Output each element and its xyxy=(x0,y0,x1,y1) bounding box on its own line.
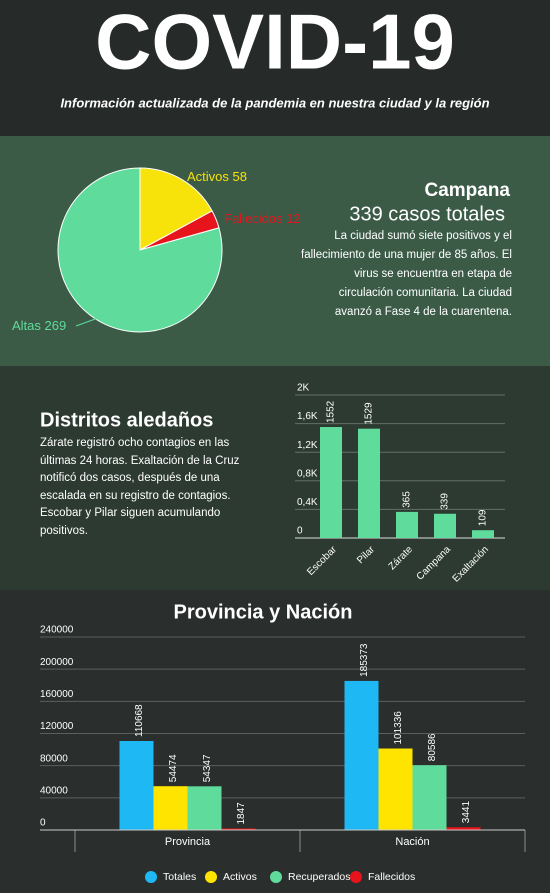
distritos-text: Zárate registró ocho contagios en las úl… xyxy=(40,437,240,537)
subtitle: Información actualizada de la pandemia e… xyxy=(60,95,489,110)
pie-label-value: 12 xyxy=(286,211,300,226)
y-tick-label: 80000 xyxy=(40,753,68,764)
legend-marker xyxy=(145,871,157,883)
pie-label-category: Fallecidos xyxy=(224,211,283,226)
y-tick-label: 1,2K xyxy=(297,440,318,451)
bar xyxy=(472,530,494,538)
bar xyxy=(396,511,418,538)
pie-label: Activos 58 xyxy=(187,169,247,184)
value-label: 54474 xyxy=(168,754,179,782)
y-tick-label: 0,8K xyxy=(297,468,318,479)
y-tick-label: 40000 xyxy=(40,785,68,796)
pie-label-category: Altas xyxy=(12,318,41,333)
bar xyxy=(320,427,342,538)
campana-text: La ciudad sumó siete positivos y el fall… xyxy=(301,230,512,318)
section-title: Campana xyxy=(424,180,510,201)
y-tick-label: 200000 xyxy=(40,657,74,668)
value-label: 1552 xyxy=(326,400,337,423)
legend-marker xyxy=(205,871,217,883)
bar xyxy=(446,827,481,830)
distritos-bg xyxy=(0,366,550,590)
value-label: 339 xyxy=(440,493,451,510)
value-label: 109 xyxy=(478,509,489,526)
value-label: 1529 xyxy=(364,402,375,425)
section-subtitle: 339 casos totales xyxy=(349,203,505,225)
value-label: 101336 xyxy=(393,711,404,745)
x-tick-label: Provincia xyxy=(165,836,211,848)
legend-label: Totales xyxy=(163,871,196,883)
legend-label: Recuperados xyxy=(288,871,350,883)
pie-label: Fallecidos 12 xyxy=(224,211,301,226)
value-label: 1847 xyxy=(236,802,247,825)
legend-label: Fallecidos xyxy=(368,871,415,883)
value-label: 54347 xyxy=(202,754,213,782)
pie-label-value: 58 xyxy=(233,169,247,184)
header-bg xyxy=(0,0,550,136)
y-tick-label: 0 xyxy=(297,526,303,537)
bar xyxy=(153,786,188,830)
value-label: 80586 xyxy=(427,733,438,761)
pie-slice xyxy=(139,167,213,251)
legend-marker xyxy=(270,871,282,883)
x-tick-label: Nación xyxy=(395,836,429,848)
bar xyxy=(358,428,380,538)
pie-label-value: 269 xyxy=(45,318,67,333)
y-tick-label: 1,6K xyxy=(297,411,318,422)
y-tick-label: 120000 xyxy=(40,721,74,732)
section-title: Distritos aledaños xyxy=(40,409,213,431)
value-label: 110668 xyxy=(134,704,145,737)
value-label: 185373 xyxy=(359,643,370,677)
value-label: 3441 xyxy=(461,801,472,824)
bar xyxy=(187,786,222,830)
bar xyxy=(412,765,447,830)
legend-marker xyxy=(350,871,362,883)
chart-title: Provincia y Nación xyxy=(174,601,353,623)
provincia-bg xyxy=(0,590,550,893)
y-tick-label: 0,4K xyxy=(297,497,318,508)
value-label: 365 xyxy=(402,491,413,508)
leader-line xyxy=(75,317,99,327)
bar xyxy=(344,680,379,830)
bar xyxy=(378,748,413,830)
bar xyxy=(119,741,154,830)
bar xyxy=(434,513,456,538)
pie-label-category: Activos xyxy=(187,169,229,184)
y-tick-label: 0 xyxy=(40,818,46,829)
bar xyxy=(221,828,256,830)
pie-label: Altas 269 xyxy=(12,318,66,333)
y-tick-label: 160000 xyxy=(40,689,74,700)
legend-label: Activos xyxy=(223,871,257,883)
page-title: COVID-19 xyxy=(95,0,455,86)
y-tick-label: 2K xyxy=(297,383,310,394)
pie-slice xyxy=(57,167,223,333)
y-tick-label: 240000 xyxy=(40,625,74,636)
